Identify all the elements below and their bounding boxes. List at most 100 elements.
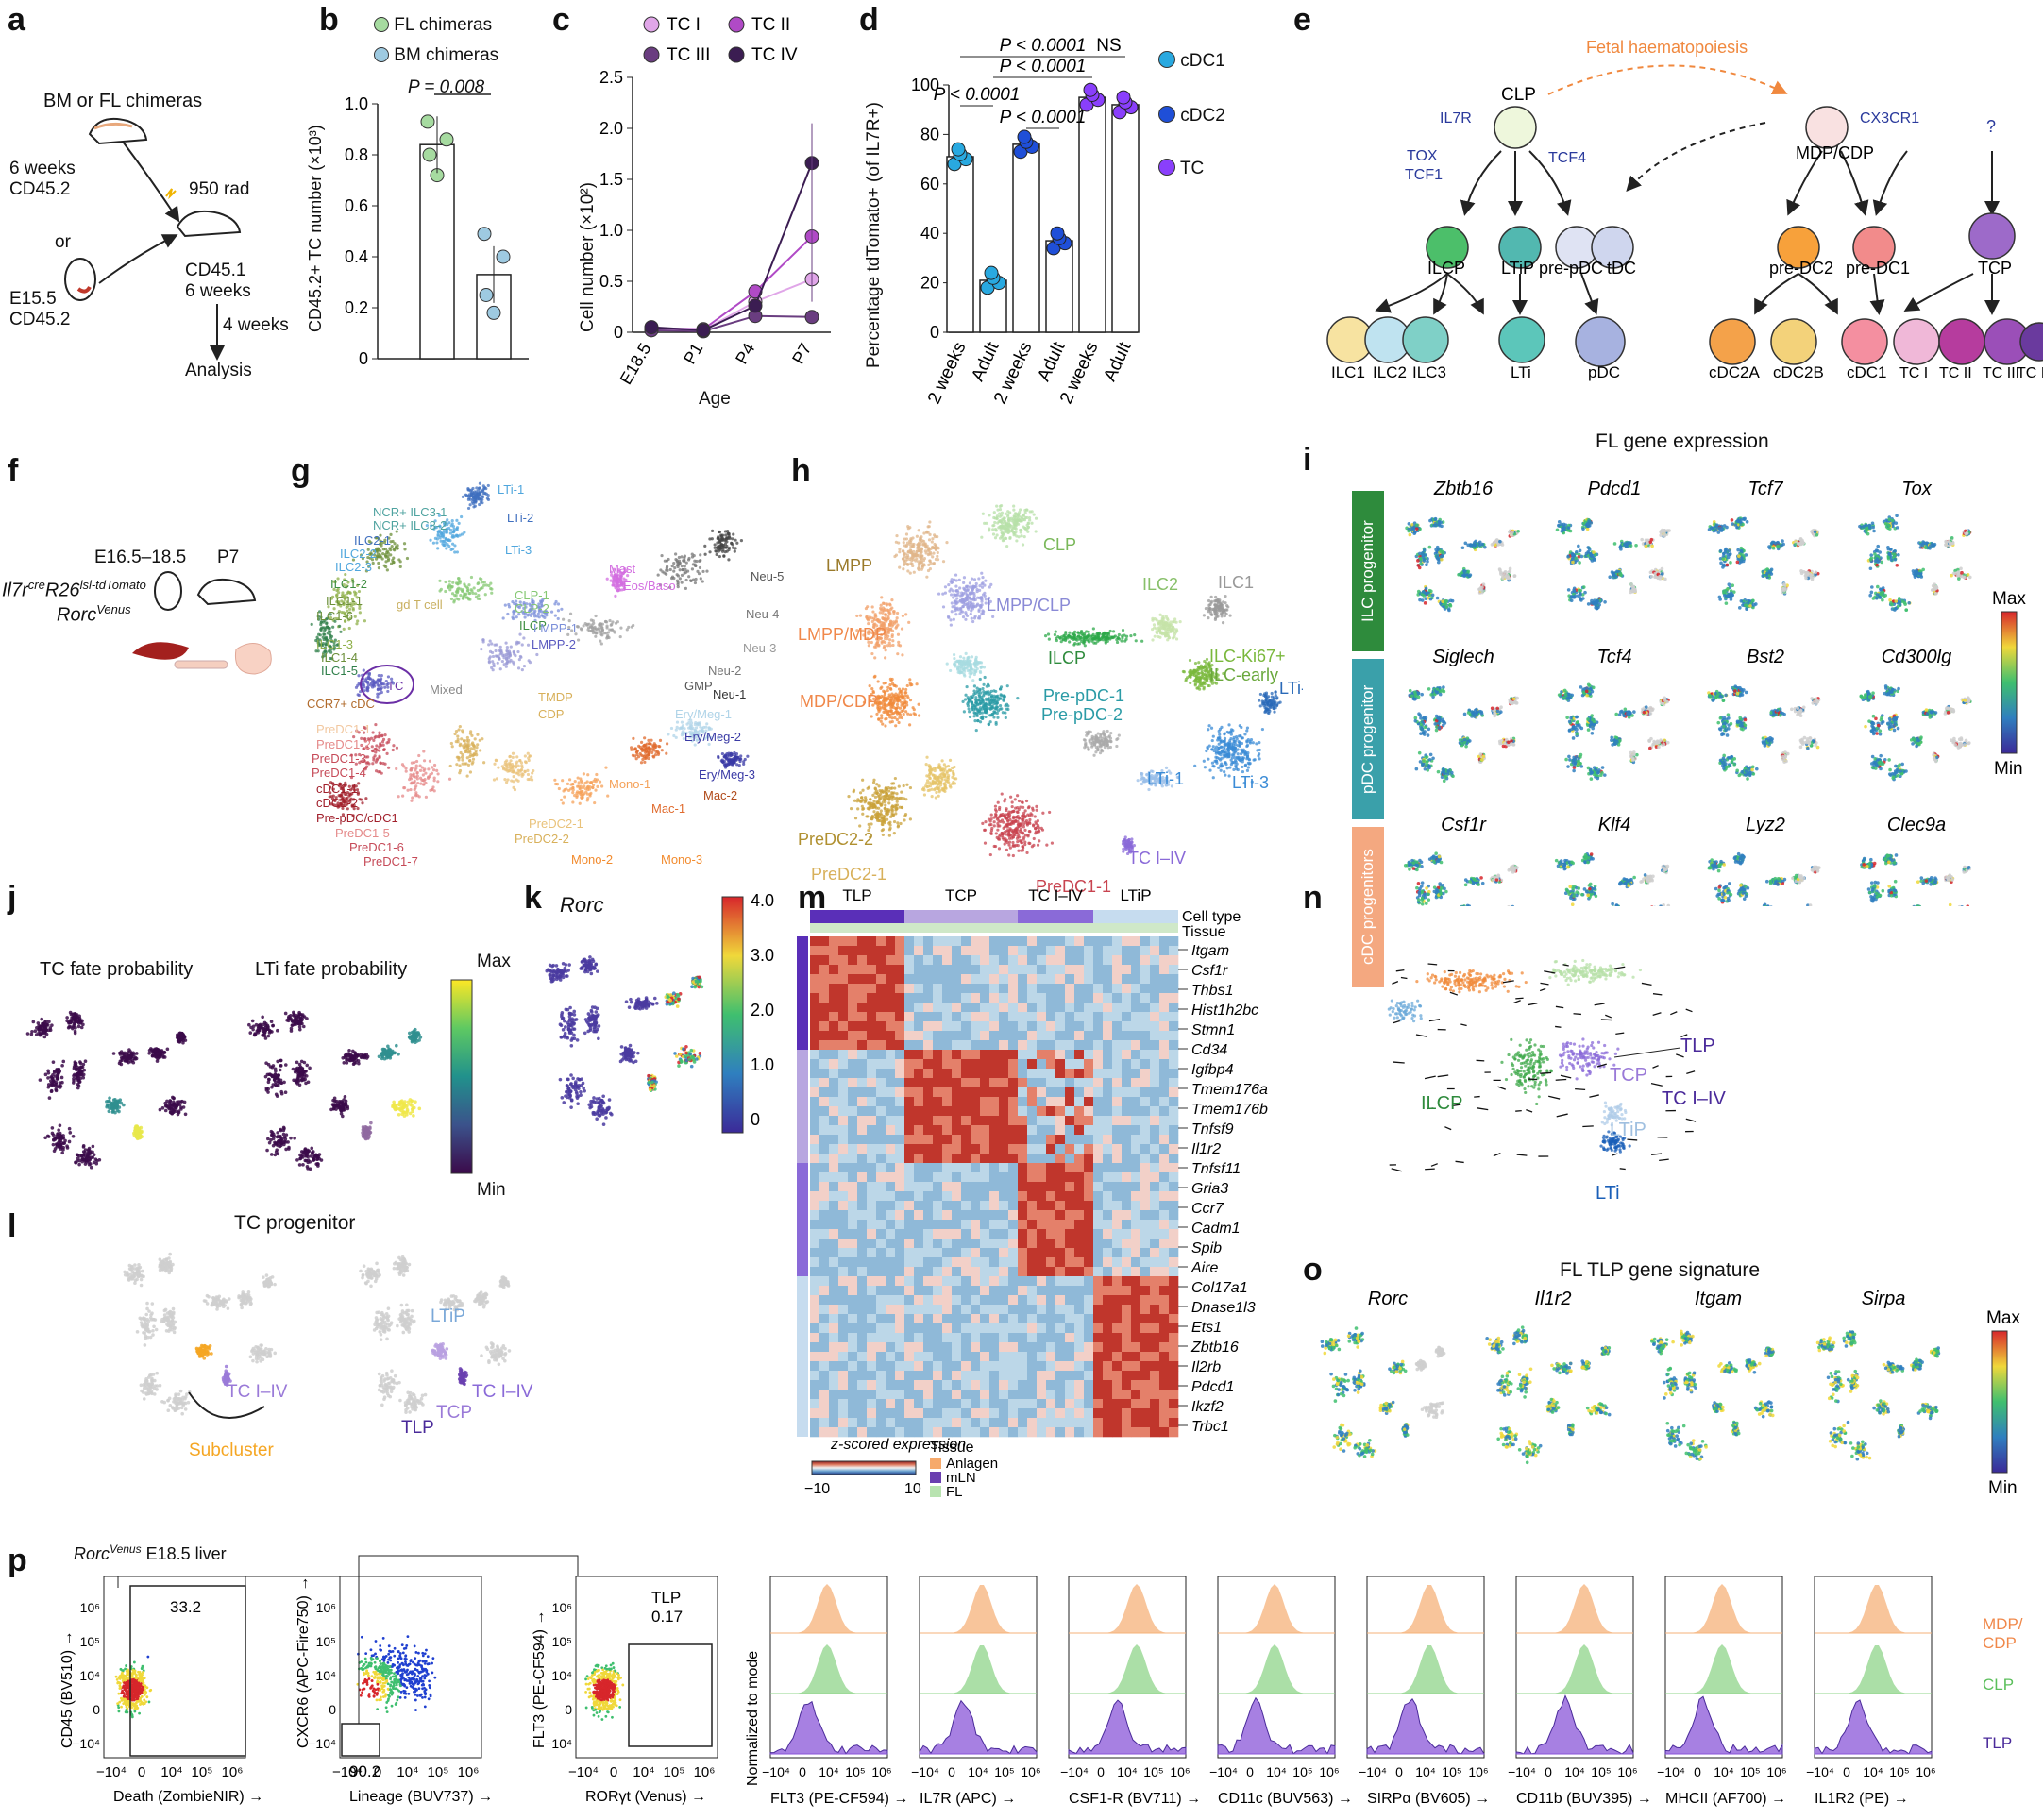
h-cell — [958, 586, 962, 590]
g-cell — [643, 736, 647, 740]
g-cell — [580, 797, 583, 800]
g-cell — [462, 746, 465, 750]
g-cell — [494, 758, 498, 762]
h-cell — [1260, 727, 1265, 732]
h-cell — [894, 619, 898, 623]
g-cell — [486, 483, 490, 488]
g-cell — [616, 572, 619, 577]
h-cell — [898, 550, 902, 554]
h-cell — [884, 724, 887, 728]
g-cell — [622, 582, 626, 586]
g-cell — [365, 560, 369, 564]
h-cell — [866, 605, 870, 609]
h-cell — [882, 689, 886, 693]
h-cell — [1222, 600, 1225, 604]
h-cell — [886, 609, 890, 613]
g-cell — [479, 749, 482, 752]
g-cell — [353, 615, 357, 618]
g-cell — [477, 492, 481, 496]
g-cell — [610, 573, 614, 577]
d-annotation: P < 0.0001 — [1000, 57, 1087, 76]
h-cell — [988, 700, 992, 705]
g-cell — [511, 600, 515, 604]
g-cell — [371, 561, 375, 565]
h-cell — [1132, 844, 1137, 848]
g-cell — [481, 495, 485, 499]
h-cell — [1123, 835, 1127, 839]
h-cell — [959, 664, 963, 667]
g-cell — [492, 664, 496, 668]
g-cell — [619, 626, 623, 630]
h-cell — [1269, 705, 1273, 710]
g-cell — [342, 582, 346, 587]
g-cell — [457, 577, 461, 581]
h-cell — [1101, 635, 1105, 639]
h-cell — [891, 703, 895, 707]
h-cell — [1245, 729, 1249, 733]
h-cell — [1178, 620, 1182, 624]
g-cell — [544, 610, 548, 615]
g-cell — [369, 541, 373, 545]
g-cell — [413, 781, 416, 784]
g-cell — [332, 644, 336, 648]
h-cell — [988, 596, 991, 600]
h-cell — [974, 668, 978, 673]
g-cell — [396, 547, 399, 550]
g-cell — [508, 754, 512, 758]
h-cell — [1159, 783, 1164, 786]
lti-cell-icon — [1498, 316, 1545, 363]
g-cell — [358, 752, 362, 757]
g-cell — [587, 787, 592, 791]
bone-icon — [174, 660, 228, 669]
h-cell — [1101, 741, 1106, 745]
g-cell — [335, 589, 339, 593]
h-cell — [921, 559, 926, 563]
g-cell — [622, 566, 627, 571]
h-cell — [889, 620, 893, 624]
g-cell — [611, 583, 615, 587]
h-cell — [898, 713, 903, 716]
g-cell — [571, 800, 575, 804]
h-cell — [856, 798, 860, 801]
h-cell — [872, 697, 876, 700]
g-cell — [465, 596, 469, 599]
g-cell — [452, 600, 456, 604]
g-cell — [610, 622, 614, 626]
g-cell — [383, 548, 388, 551]
h-cell — [926, 568, 931, 573]
g-cell — [464, 748, 468, 752]
g-cell — [694, 729, 698, 733]
h-cell — [881, 601, 886, 605]
g-cell — [343, 612, 347, 616]
g-cell — [733, 750, 736, 755]
h-cell — [983, 675, 987, 680]
g-cell — [522, 664, 527, 668]
g-cell — [465, 589, 470, 593]
h-cell — [1232, 741, 1236, 745]
h-cell — [891, 639, 895, 643]
h-cell — [954, 602, 958, 606]
h-cell — [991, 698, 995, 701]
h-cell — [906, 569, 910, 573]
h-cell — [886, 793, 889, 797]
g-cell — [358, 798, 362, 801]
g-cell — [630, 748, 633, 751]
ilcp-cell-icon — [1426, 226, 1469, 269]
h-cell — [1218, 735, 1222, 740]
g-cell — [380, 685, 383, 690]
g-cell — [383, 733, 387, 737]
f-rorc: RorcVenus — [57, 602, 131, 627]
panel-label-a: a — [8, 2, 25, 39]
h-cell — [988, 514, 991, 517]
h-cell — [1216, 677, 1220, 681]
d-xtick-label: Adult — [1100, 339, 1136, 385]
g-cell — [665, 566, 668, 570]
h-cell — [864, 796, 868, 800]
g-cell — [435, 541, 439, 545]
g-cell — [316, 637, 320, 641]
g-cell — [369, 551, 373, 555]
h-cell — [886, 617, 889, 621]
g-cell — [665, 751, 668, 755]
g-cell — [363, 726, 367, 730]
